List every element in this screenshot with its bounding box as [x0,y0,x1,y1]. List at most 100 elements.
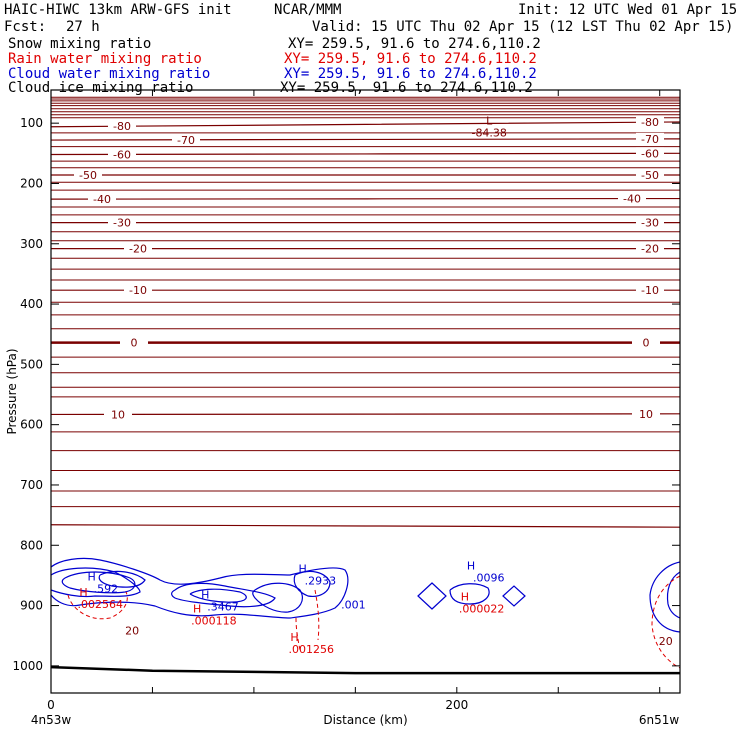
isotherm-line [50,152,681,156]
isotherm-label-bg [636,132,664,144]
rain-water-contours [67,575,681,669]
isotherm-label: -30 [641,217,659,230]
isotherm-label-bg [120,336,148,348]
y-tick-label: 200 [20,176,43,190]
cloud-water-max-marker: H [201,589,209,602]
x-tick-label: 200 [445,698,468,712]
isotherm-line [50,469,681,472]
rain-water-max-value: .000022 [459,602,505,615]
isotherm-label-bg [636,242,664,254]
isotherm-line [50,230,681,233]
isotherm-label-bg [88,193,116,205]
field-cloudwater-xy: XY= 259.5, 91.6 to 274.6,110.2 [284,66,537,82]
fcst-label: Fcst: [4,19,47,35]
isotherm-line [50,98,681,100]
surface-line-path [50,665,680,675]
isotherm-label: 0 [131,337,138,350]
isotherm-label: -20 [641,243,659,256]
model-title: HAIC-HIWC 13km ARW-GFS init [4,2,232,18]
isotherm-line [50,206,681,208]
left-endpoint-label: 4n53w [31,713,72,727]
isotherm-label: -10 [641,284,659,297]
rain-water-max-value: .000118 [191,614,237,627]
field-snow-xy: XY= 259.5, 91.6 to 274.6,110.2 [288,36,541,52]
y-tick-label: 900 [20,599,43,613]
isotherm-label: -70 [641,133,659,146]
plot-frame-rect [50,89,681,694]
isotherm-label-bg [618,192,646,204]
isotherm-line [50,449,681,452]
cloud-water-max-marker: H [467,560,475,573]
isotherm-line [50,181,681,184]
isotherm-line [50,197,681,200]
minimum-marker: L [486,114,493,127]
field-cloudice-name: Cloud ice mixing ratio [8,80,194,96]
cloud-water-contour [50,557,349,619]
isotherm-line [50,104,681,107]
isotherm-line [50,356,681,358]
y-tick-label: 1000 [12,659,43,673]
isotherm-label: 10 [111,408,125,421]
isotherm-line [50,113,681,116]
isotherm-label-bg [108,148,136,160]
isotherm-line [50,121,681,128]
cloud-water-max-value: .2933 [305,575,337,588]
cloud-water-max-value: .3467 [207,601,239,614]
isotherm-line [50,413,681,416]
rain-water-contour [314,589,320,641]
minimum-value: -84.38 [471,126,506,139]
isotherm-line [50,396,681,398]
rain-water-max-marker: H [193,602,201,615]
isotherm-label-bg [124,242,152,254]
isotherm-line [50,505,681,508]
isotherm-line [50,96,681,99]
isotherm-line [50,116,681,119]
field-cloudice-xy: XY= 259.5, 91.6 to 274.6,110.2 [280,80,533,96]
surface-line [50,665,680,675]
cloud-water-contour [189,588,247,603]
isotherm-label-bg [124,284,152,296]
isotherm-label: 0 [643,337,650,350]
isotherm-line [50,372,681,374]
isotherm-label-bg [636,169,664,181]
isotherm-label-bg [108,216,136,228]
isotherm-label: -30 [113,217,131,230]
isotherm-label: -40 [623,193,641,206]
isotherm-line [50,107,681,110]
cloud-water-contour [252,582,303,613]
rain-water-contour [295,617,301,651]
isotherm-line [50,138,681,141]
isotherm-line [50,167,681,169]
isotherm-line [50,431,681,433]
init-time: Init: 12 UTC Wed 01 Apr 15 [518,2,738,18]
isotherm-line [50,110,681,113]
cloud-water-max-value: .592 [94,582,119,595]
cloud-water-contour [98,570,146,588]
isotherm-line [50,145,681,148]
isotherm-label: 10 [639,408,653,421]
isotherm-label-bg [172,133,200,145]
isotherm-label-bg [632,336,660,348]
isotherm-line [50,279,681,281]
isotherm-label: 20 [125,625,139,638]
field-snow-name: Snow mixing ratio [8,36,152,52]
y-tick-label: 300 [20,237,43,251]
fcst-value: 27 h [66,19,100,35]
rain-water-max-marker: H [290,631,298,644]
rain-water-max-marker: H [461,590,469,603]
isotherm-line [50,100,681,102]
field-cloudwater-name: Cloud water mixing ratio [8,66,211,82]
cloud-water-contour [649,561,681,633]
cloud-water-max-marker: H [298,563,306,576]
isotherm-line [50,524,681,528]
isotherm-line [50,132,681,134]
cloud-water-max-value: .0096 [473,572,505,585]
y-tick-label: 400 [20,297,43,311]
isotherm-label-bg [636,116,664,128]
isotherm-label: -60 [641,147,659,160]
isotherm-label-bg [104,408,132,420]
y-axis-label: Pressure (hPa) [5,348,19,434]
cloud-water-contour [449,583,490,605]
